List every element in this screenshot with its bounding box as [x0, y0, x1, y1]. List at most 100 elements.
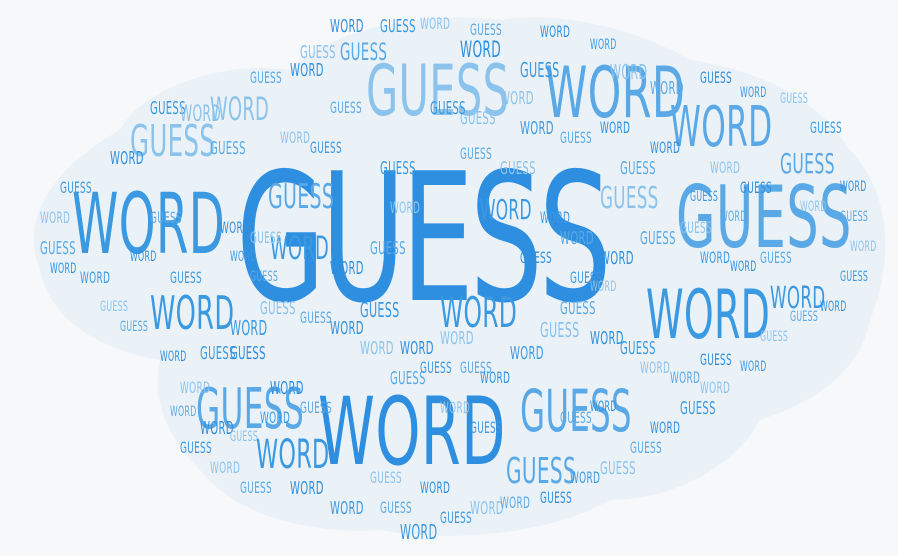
filler-word: WORD	[360, 338, 394, 359]
filler-word: GUESS	[540, 488, 572, 507]
filler-word: WORD	[590, 399, 617, 415]
filler-word: GUESS	[520, 58, 560, 82]
filler-word: WORD	[500, 88, 534, 109]
filler-word: WORD	[50, 261, 77, 277]
filler-word: GUESS	[430, 98, 466, 119]
filler-word: WORD	[260, 408, 291, 427]
filler-word: WORD	[330, 318, 364, 339]
word-medium: WORD	[210, 90, 270, 128]
filler-word: WORD	[110, 148, 144, 169]
filler-word: WORD	[230, 316, 268, 340]
filler-word: GUESS	[760, 329, 789, 345]
filler-word: WORD	[210, 458, 241, 477]
filler-word: WORD	[500, 493, 531, 512]
word-medium: WORD	[770, 281, 826, 316]
filler-word: WORD	[420, 14, 451, 33]
filler-word: GUESS	[600, 458, 636, 479]
filler-word: GUESS	[570, 268, 602, 287]
filler-word: GUESS	[150, 208, 182, 227]
filler-word: GUESS	[500, 158, 536, 179]
filler-word: GUESS	[700, 68, 732, 87]
filler-word: WORD	[640, 358, 671, 377]
filler-word: GUESS	[340, 38, 388, 66]
filler-word: WORD	[700, 378, 731, 397]
word-medium: WORD	[256, 432, 330, 478]
filler-word: GUESS	[620, 158, 656, 179]
filler-word: GUESS	[790, 309, 819, 325]
filler-word: WORD	[610, 60, 648, 84]
filler-word: GUESS	[780, 91, 809, 107]
guess-medium: GUESS	[600, 181, 659, 216]
filler-word: GUESS	[300, 308, 332, 327]
filler-word: GUESS	[420, 358, 452, 377]
word-medium: WORD	[400, 520, 438, 544]
filler-word: WORD	[720, 209, 747, 225]
filler-word: WORD	[840, 179, 867, 195]
filler-word: GUESS	[620, 338, 656, 359]
filler-word: WORD	[560, 228, 594, 249]
filler-word: WORD	[460, 38, 502, 63]
guess-hero-word: GUESS	[236, 135, 612, 342]
filler-word: GUESS	[230, 343, 266, 364]
filler-word: WORD	[520, 118, 554, 139]
filler-word: GUESS	[360, 298, 400, 322]
filler-word: GUESS	[250, 228, 282, 247]
guess-medium: GUESS	[506, 451, 577, 492]
filler-word: GUESS	[260, 298, 296, 319]
word-medium: WORD	[670, 95, 773, 160]
filler-word: GUESS	[370, 468, 402, 487]
filler-word: GUESS	[740, 178, 772, 197]
filler-word: WORD	[130, 249, 157, 265]
filler-word: GUESS	[230, 429, 259, 445]
filler-word: GUESS	[460, 358, 492, 377]
filler-word: GUESS	[630, 438, 662, 457]
filler-word: GUESS	[250, 68, 282, 87]
filler-word: WORD	[200, 418, 234, 439]
filler-word: GUESS	[180, 438, 212, 457]
filler-word: WORD	[650, 78, 684, 99]
filler-word: GUESS	[300, 42, 336, 63]
filler-word: GUESS	[470, 418, 502, 437]
filler-word: GUESS	[810, 118, 842, 137]
filler-word: GUESS	[170, 268, 202, 287]
filler-word: WORD	[40, 208, 71, 227]
filler-word: GUESS	[310, 138, 342, 157]
filler-word: WORD	[420, 478, 451, 497]
word-large-bottom: WORD	[318, 378, 506, 487]
filler-word: WORD	[220, 218, 251, 237]
filler-word: WORD	[230, 249, 257, 265]
filler-word: WORD	[330, 16, 364, 37]
filler-word: GUESS	[300, 398, 332, 417]
filler-word: GUESS	[250, 269, 279, 285]
word-medium: WORD	[480, 193, 532, 226]
filler-word: GUESS	[840, 209, 869, 225]
guess-medium: GUESS	[196, 377, 305, 442]
filler-word: WORD	[590, 37, 617, 53]
filler-word: GUESS	[560, 298, 596, 319]
filler-word: WORD	[710, 158, 741, 177]
filler-word: WORD	[650, 418, 681, 437]
filler-word: GUESS	[640, 228, 676, 249]
filler-word: WORD	[470, 498, 504, 519]
filler-word: WORD	[390, 198, 421, 217]
filler-word: GUESS	[60, 178, 92, 197]
guess-mid-large: GUESS	[366, 50, 510, 132]
filler-word: GUESS	[470, 20, 502, 39]
filler-word: WORD	[180, 102, 222, 127]
filler-word: WORD	[290, 60, 324, 81]
filler-word: WORD	[330, 498, 364, 519]
filler-word: WORD	[670, 368, 701, 387]
filler-word: WORD	[510, 343, 544, 364]
filler-word: GUESS	[460, 108, 496, 129]
filler-word: GUESS	[330, 98, 362, 117]
filler-word: WORD	[600, 118, 631, 137]
word-medium: WORD	[440, 288, 518, 337]
filler-word: GUESS	[680, 398, 716, 419]
word-right-large: WORD	[545, 52, 686, 134]
word-left-large: WORD	[72, 175, 226, 273]
filler-word: GUESS	[200, 343, 236, 364]
filler-word: WORD	[800, 199, 827, 215]
filler-word: GUESS	[370, 238, 406, 259]
